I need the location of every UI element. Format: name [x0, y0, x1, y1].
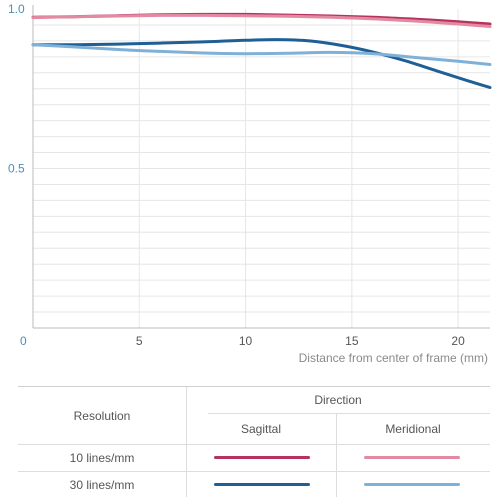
legend-divider [186, 387, 187, 497]
legend-direction-header: Direction [314, 393, 362, 407]
legend-swatch-10-meridional [364, 456, 460, 459]
legend-swatch-10-sagittal [214, 456, 310, 459]
legend-swatch-30-sagittal [214, 483, 310, 486]
series-line-30-meridional [31, 43, 492, 66]
x-tick-label: 0 [20, 334, 27, 348]
legend-divider [336, 414, 337, 497]
legend-table: Resolution Direction Sagittal Meridional… [18, 386, 490, 497]
x-tick-label: 20 [451, 334, 465, 348]
series-line-30-sagittal [31, 38, 492, 89]
y-tick-label: 0.5 [8, 162, 25, 176]
chart-ticks: 1.0 0.5 0 5 10 15 20 [8, 2, 465, 348]
x-tick-label: 5 [136, 334, 143, 348]
legend-row-30-label: 30 lines/mm [69, 477, 135, 492]
legend-divider [18, 444, 490, 445]
chart-series [31, 12, 492, 89]
legend-meridional-header: Meridional [385, 422, 441, 436]
legend-row-10-label: 10 lines/mm [69, 451, 135, 465]
legend-sagittal-header: Sagittal [240, 422, 282, 436]
legend-divider [208, 413, 490, 414]
x-tick-label: 15 [345, 334, 359, 348]
legend-divider [18, 471, 490, 472]
y-tick-label: 1.0 [8, 2, 25, 16]
legend-resolution-header: Resolution [73, 408, 131, 423]
legend-swatch-30-meridional [364, 483, 460, 486]
x-tick-label: 10 [239, 334, 253, 348]
mtf-chart: 1.0 0.5 0 5 10 15 20 Distance from center of f… [8, 2, 492, 365]
chart-axes [32, 5, 490, 329]
x-axis-label: Distance from center of frame (mm) [299, 351, 488, 365]
series-line-10-meridional [31, 13, 492, 28]
